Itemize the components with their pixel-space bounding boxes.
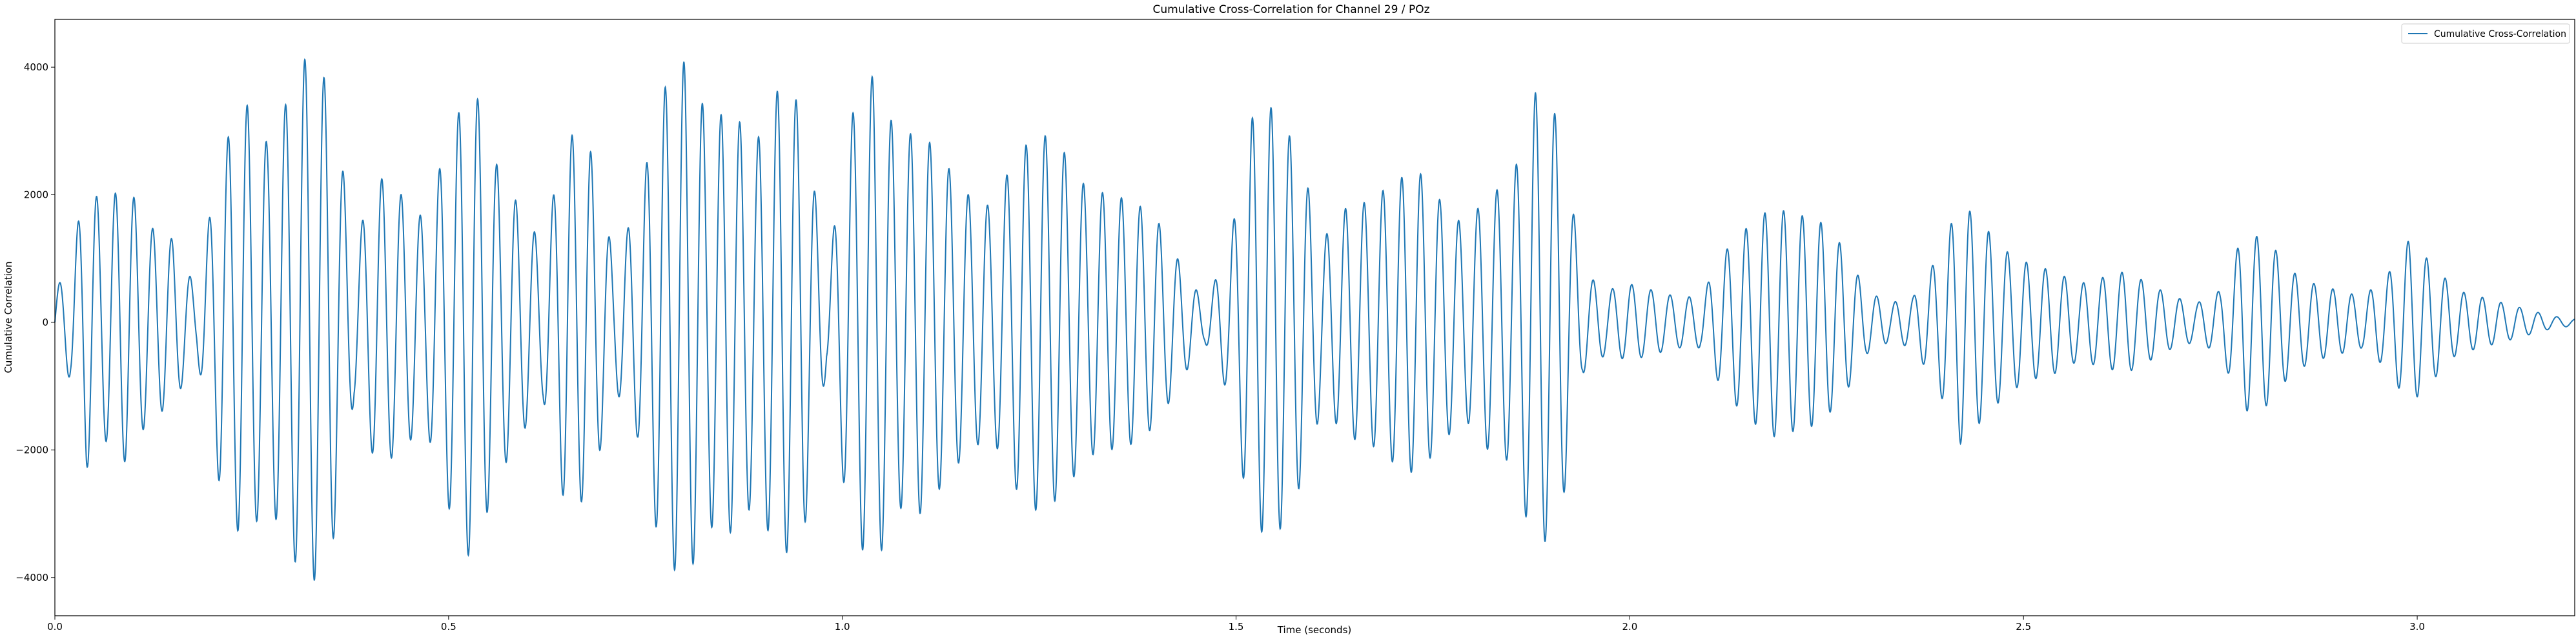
- y-ticks: −4000 −2000 0 2000 4000: [15, 61, 55, 583]
- x-axis-label: Time (seconds): [1277, 624, 1352, 636]
- y-axis-label: Cumulative Correlation: [3, 261, 14, 373]
- series-group: [54, 58, 2575, 581]
- y-tick-label: 4000: [24, 61, 48, 73]
- x-tick-label: 1.0: [835, 621, 850, 633]
- legend-box: [2401, 23, 2570, 44]
- legend-label: Cumulative Cross-Correlation: [2434, 29, 2566, 39]
- x-tick-label: 0.0: [47, 621, 63, 633]
- x-tick-label: 2.5: [2016, 621, 2031, 633]
- y-tick-label: 2000: [24, 189, 48, 200]
- y-tick-label: −2000: [15, 444, 48, 456]
- plot-area: [55, 19, 2575, 616]
- x-tick-label: 0.5: [441, 621, 456, 633]
- chart-title: Cumulative Cross-Correlation for Channel…: [1152, 3, 1429, 16]
- legend: Cumulative Cross-Correlation: [2401, 23, 2570, 44]
- x-tick-label: 2.0: [1622, 621, 1637, 633]
- x-tick-label: 3.0: [2409, 621, 2425, 633]
- x-ticks: 0.0 0.5 1.0 1.5 2.0 2.5 3.0: [47, 616, 2425, 633]
- series-line: [54, 58, 2575, 581]
- x-tick-label: 1.5: [1229, 621, 1244, 633]
- y-tick-label: −4000: [15, 572, 48, 583]
- y-tick-label: 0: [42, 317, 48, 328]
- plot-frame: [54, 19, 2575, 616]
